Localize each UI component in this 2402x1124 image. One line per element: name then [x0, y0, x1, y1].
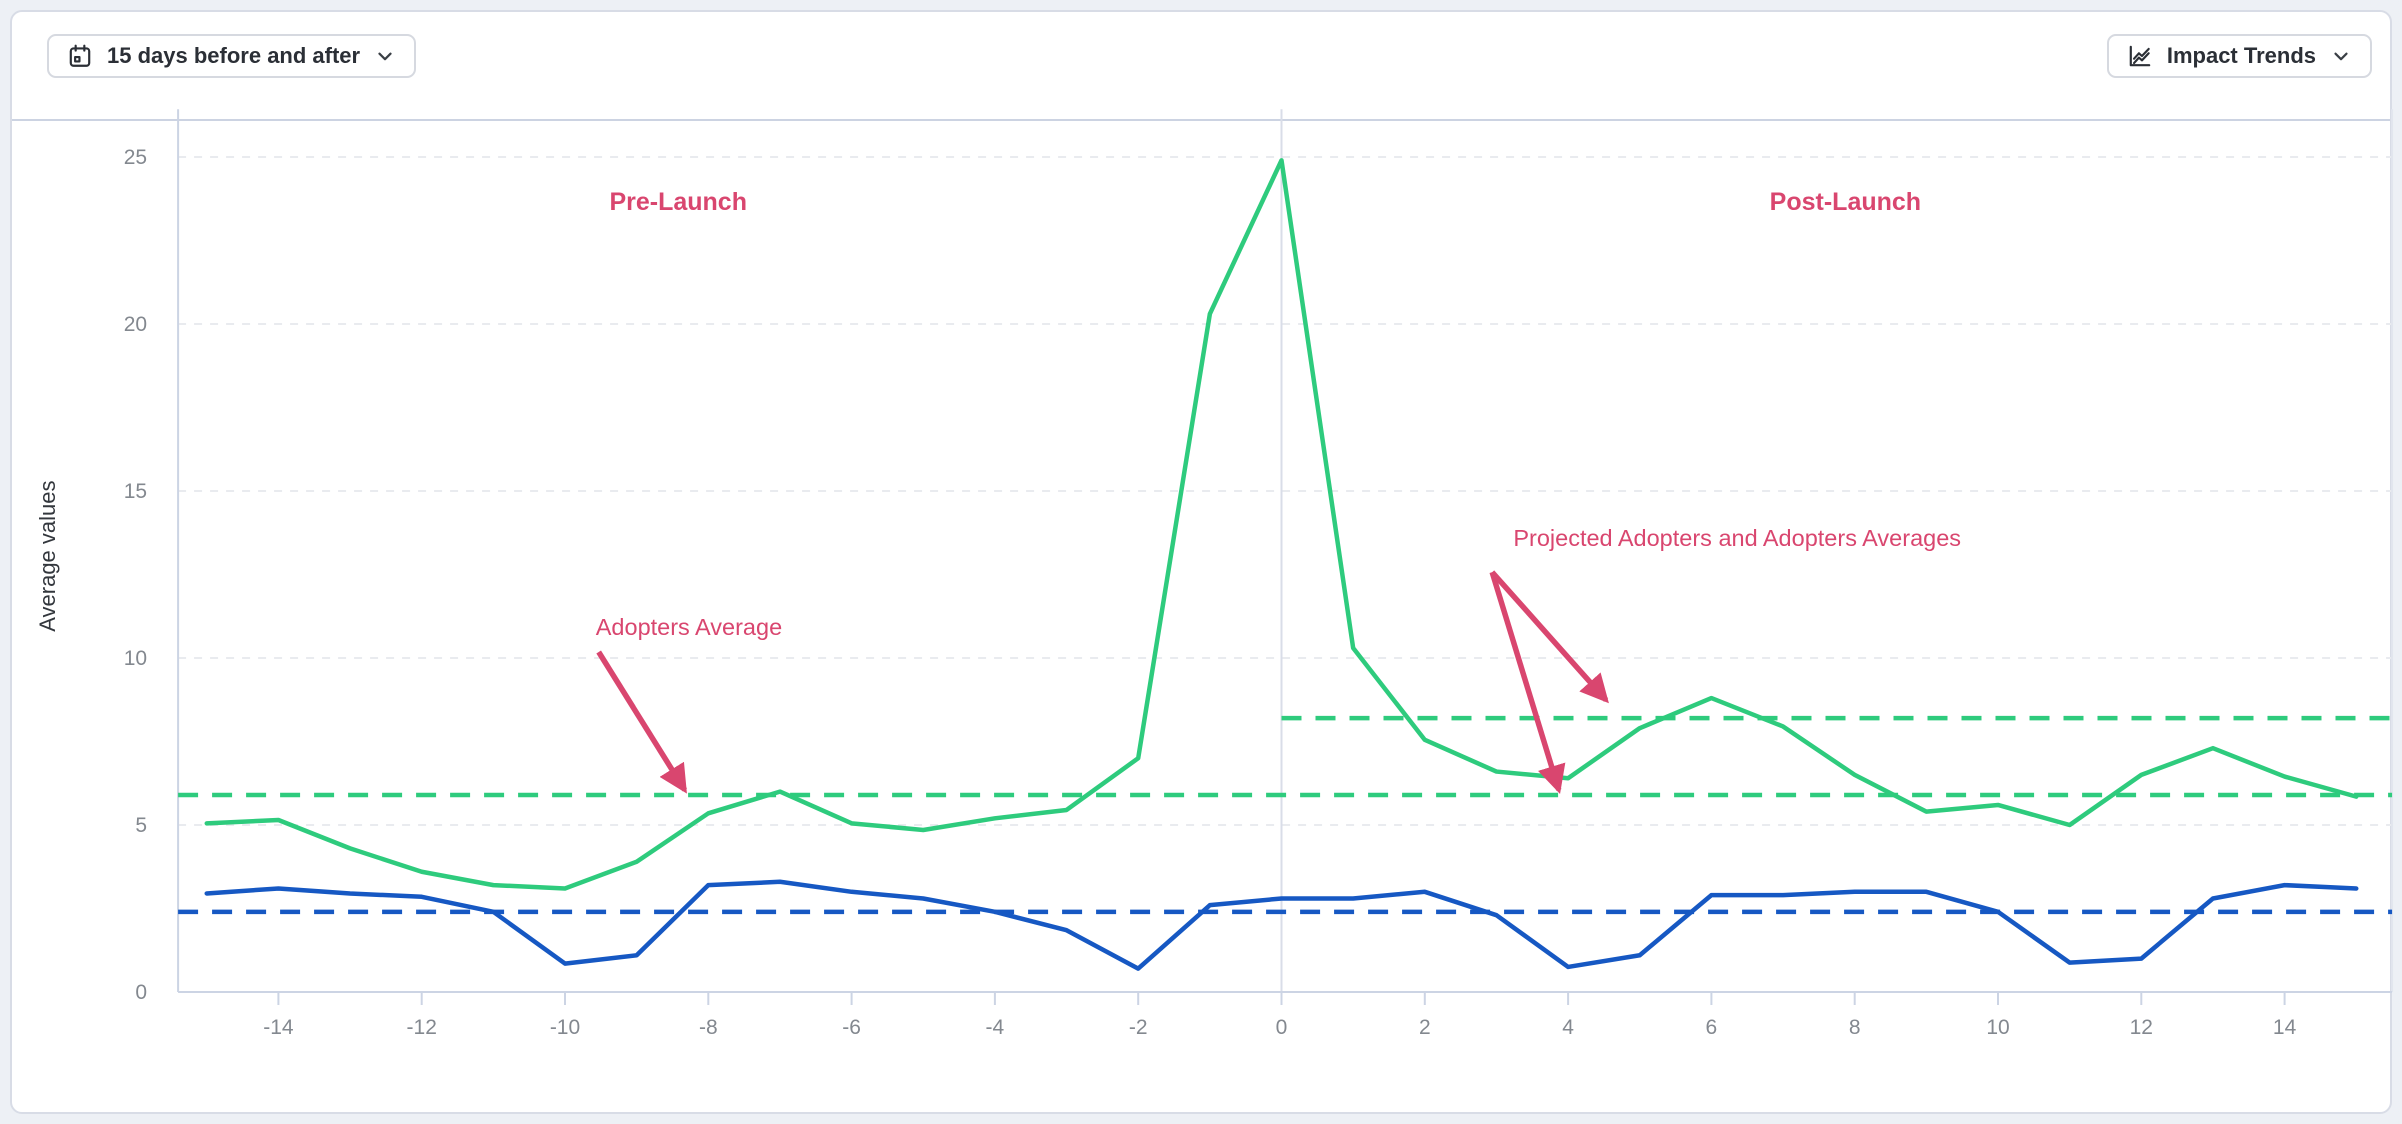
trend-type-selector[interactable]: Impact Trends — [2106, 34, 2372, 78]
date-range-label: 15 days before and after — [107, 43, 361, 68]
line-chart-icon — [2127, 43, 2153, 69]
chart-toolbar: 15 days before and after Impact Trends — [12, 12, 2390, 121]
trend-type-label: Impact Trends — [2166, 43, 2316, 68]
impact-analysis-card: 15 days before and after Impact Trends — [10, 10, 2392, 1114]
chart-area — [12, 133, 2390, 1112]
chevron-down-icon — [374, 45, 396, 67]
date-range-selector[interactable]: 15 days before and after — [47, 34, 417, 78]
calendar-icon — [67, 43, 93, 69]
chevron-down-icon — [2330, 45, 2352, 67]
